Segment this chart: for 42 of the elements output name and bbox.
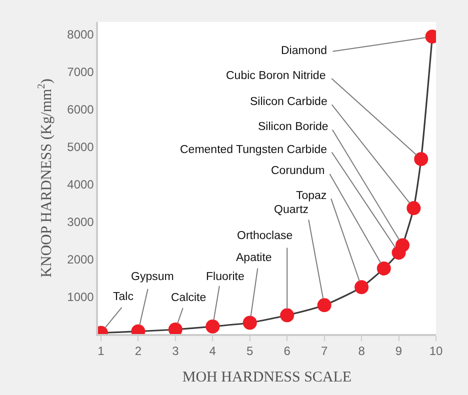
x-tick-label: 10 (429, 344, 443, 358)
annotation: Apatite (236, 252, 272, 264)
y-tick-label: 5000 (67, 140, 94, 154)
x-tick-label: 7 (320, 344, 328, 358)
y-tick-label: 6000 (67, 102, 94, 116)
point (396, 238, 410, 252)
x-tick-label: 1 (98, 344, 105, 358)
annotation: Topaz (296, 190, 327, 202)
annotation: Silicon Boride (258, 121, 328, 133)
point (206, 320, 220, 334)
point (280, 308, 294, 322)
x-tick-label: 9 (395, 344, 402, 358)
y-tick-label: 8000 (67, 28, 94, 42)
point (414, 152, 428, 166)
x-tick-label: 4 (209, 344, 216, 358)
y-tick-label: 2000 (67, 252, 94, 266)
annotation: Gypsum (131, 271, 174, 283)
annotation: Silicon Carbide (250, 96, 328, 108)
x-axis-title: MOH HARDNESS SCALE (182, 370, 352, 386)
point (242, 316, 257, 330)
annotation: Calcite (171, 292, 206, 304)
annotation: Diamond (281, 45, 328, 57)
annotation: Corundum (271, 165, 325, 177)
y-tick-label: 7000 (67, 65, 94, 80)
annotation: Orthoclase (237, 230, 293, 242)
y-tick-label: 1000 (67, 290, 94, 304)
point (354, 280, 369, 294)
annotation: Quartz (274, 204, 309, 216)
point (406, 201, 421, 216)
x-tick-label: 5 (246, 344, 254, 358)
point (317, 298, 332, 312)
annotation: Fluorite (206, 271, 244, 283)
x-tick-label: 2 (134, 344, 142, 358)
y-tick-label: 4000 (67, 177, 94, 192)
x-tick-label: 3 (172, 344, 180, 358)
x-tick-label: 8 (358, 344, 366, 358)
y-tick-label: 3000 (67, 214, 94, 229)
annotation: Cemented Tungsten Carbide (180, 144, 328, 156)
annotation: Talc (113, 291, 134, 303)
x-tick-label: 6 (284, 344, 291, 358)
point (376, 261, 391, 276)
annotation: Cubic Boron Nitride (226, 70, 326, 82)
